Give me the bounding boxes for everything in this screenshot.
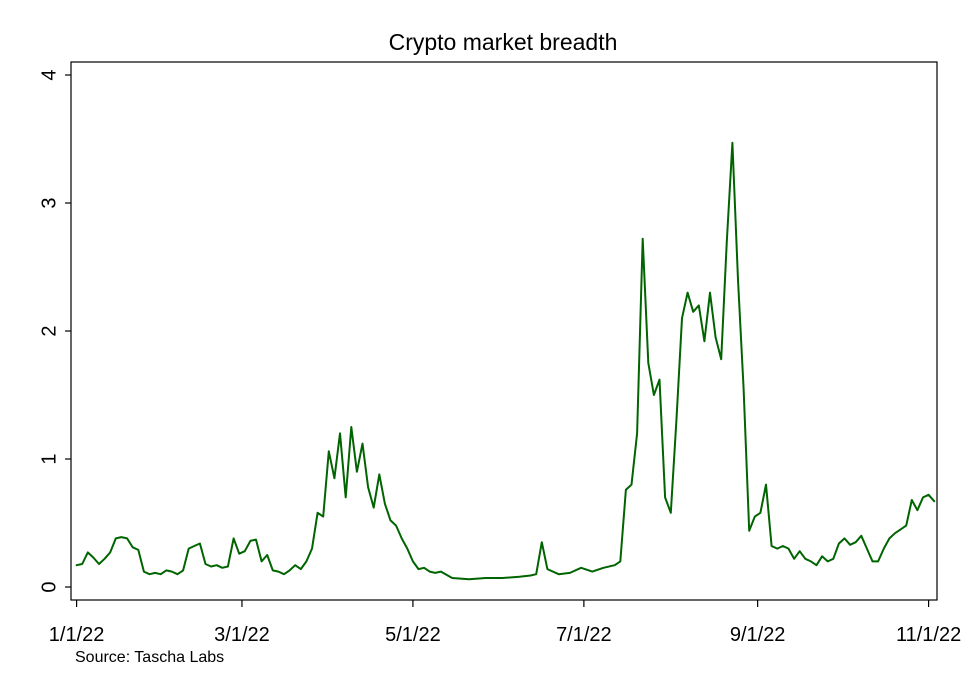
y-tick-label: 2 [38, 325, 60, 336]
y-tick-label: 4 [38, 69, 60, 80]
y-tick-label: 0 [38, 581, 60, 592]
chart-title: Crypto market breadth [389, 29, 618, 55]
x-tick-label: 3/1/22 [214, 624, 270, 646]
series-line [75, 141, 936, 581]
y-axis: 0 1 2 3 4 [38, 69, 71, 593]
y-tick-label: 3 [38, 197, 60, 208]
x-tick-label: 5/1/22 [385, 624, 441, 646]
x-tick-label: 7/1/22 [556, 624, 612, 646]
y-tick-label: 1 [38, 453, 60, 464]
series-layer [75, 141, 936, 581]
x-tick-label: 9/1/22 [730, 624, 786, 646]
x-axis: 1/1/22 3/1/22 5/1/22 7/1/22 9/1/22 11/1/22 [49, 600, 961, 646]
x-tick-label: 11/1/22 [896, 624, 961, 646]
source-note: Source: Tascha Labs [75, 649, 225, 666]
x-tick-label: 1/1/22 [49, 624, 105, 646]
